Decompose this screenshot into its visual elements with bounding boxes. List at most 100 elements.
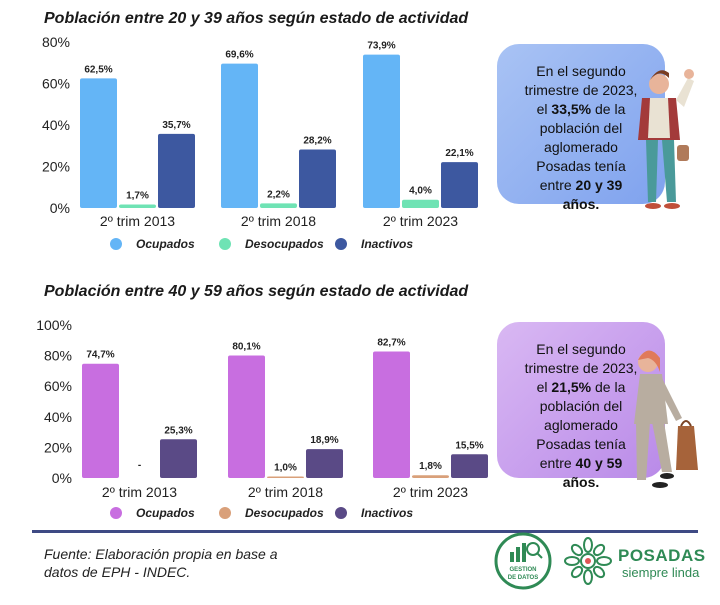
bar-inactivos-1 (299, 149, 336, 208)
callout1-line5: aglomerado (544, 139, 618, 155)
bar-inactivos-1 (306, 449, 343, 478)
callout1-line2: trimestre de 2023, (524, 82, 638, 98)
bar-inactivos-2 (441, 162, 478, 208)
callout-20-39: En el segundo trimestre de 2023, el 33,5… (497, 44, 665, 212)
data-label: 80,1% (232, 341, 260, 352)
legend-label-ocupados: Ocupados (136, 237, 195, 251)
data-label: 4,0% (409, 186, 432, 197)
data-label: 35,7% (162, 120, 190, 131)
bar-ocupados-2 (363, 54, 400, 208)
data-label: 15,5% (455, 440, 483, 451)
y-tick-label: 80% (44, 348, 72, 364)
data-label: 74,7% (86, 350, 114, 361)
y-tick-label: 60% (44, 378, 72, 394)
y-tick-label: 40% (42, 117, 70, 133)
callout1-age-range: 20 y 39 (575, 177, 623, 193)
bar-desocupados-0 (119, 204, 156, 208)
legend-marker-inactivos (335, 507, 347, 519)
data-label: 18,9% (310, 435, 338, 446)
callout1-line8: años. (562, 196, 600, 212)
posadas-logo-subtitle: siempre linda (622, 565, 700, 580)
bar-ocupados-1 (221, 63, 258, 208)
data-label: 28,2% (303, 135, 331, 146)
callout2-percentage: 21,5% (551, 379, 592, 395)
legend-label-inactivos: Inactivos (361, 237, 413, 251)
bar-inactivos-0 (160, 439, 197, 478)
y-tick-label: 100% (36, 317, 72, 333)
y-tick-label: 0% (50, 200, 70, 216)
posadas-logo-title: POSADAS (618, 546, 706, 565)
legend-marker-desocupados (219, 507, 231, 519)
posadas-flower-icon (564, 537, 612, 585)
callout1-line1: En el segundo (536, 63, 626, 79)
data-label: 25,3% (164, 425, 192, 436)
callout1-line7: entre 20 y 39 (539, 177, 623, 193)
callout2-line6: Posadas tenía (536, 436, 626, 452)
bar-ocupados-0 (82, 363, 119, 478)
bar-ocupados-0 (80, 78, 117, 208)
bar-desocupados-1 (267, 476, 304, 478)
data-label: 22,1% (445, 148, 473, 159)
source-line1: Fuente: Elaboración propia en base a (44, 546, 278, 562)
callout2-line1: En el segundo (536, 341, 626, 357)
y-tick-label: 20% (42, 159, 70, 175)
x-category-label: 2º trim 2023 (383, 213, 458, 229)
y-tick-label: 20% (44, 439, 72, 455)
chart1-title: Población entre 20 y 39 años según estad… (44, 10, 469, 27)
callout1-line4: población del (539, 120, 623, 136)
gestion-logo-line1: GESTION (509, 567, 536, 573)
legend-label-desocupados: Desocupados (245, 237, 324, 251)
x-category-label: 2º trim 2018 (241, 213, 316, 229)
legend-label-desocupados: Desocupados (245, 506, 324, 520)
data-label: 73,9% (367, 41, 395, 52)
woman-illustration (634, 350, 698, 488)
footer-divider (32, 530, 698, 533)
legend-marker-desocupados (219, 238, 231, 250)
callout2-line5: aglomerado (544, 417, 618, 433)
callout1-percentage: 33,5% (551, 101, 592, 117)
young-man-illustration (638, 69, 694, 209)
y-tick-label: 60% (42, 76, 70, 92)
bar-desocupados-1 (260, 203, 297, 208)
callout2-line4: población del (539, 398, 623, 414)
bar-inactivos-0 (158, 133, 195, 208)
bar-desocupados-2 (402, 199, 439, 208)
legend-marker-inactivos (335, 238, 347, 250)
gestion-de-datos-logo: GESTION DE DATOS (494, 532, 552, 590)
x-category-label: 2º trim 2013 (100, 213, 175, 229)
callout2-line7: entre 40 y 59 (539, 455, 623, 471)
callout2-line3: el 21,5% de la (536, 379, 626, 395)
bar-desocupados-2 (412, 475, 449, 478)
x-category-label: 2º trim 2018 (248, 484, 323, 500)
bar-ocupados-1 (228, 355, 265, 478)
callout1-line6: Posadas tenía (536, 158, 626, 174)
callout2-line8: años. (562, 474, 600, 490)
callout1-line3: el 33,5% de la (536, 101, 626, 117)
bar-ocupados-2 (373, 351, 410, 478)
x-category-label: 2º trim 2023 (393, 484, 468, 500)
y-tick-label: 40% (44, 409, 72, 425)
callout2-age-range: 40 y 59 (575, 455, 623, 471)
legend-label-inactivos: Inactivos (361, 506, 413, 520)
source-note: Fuente: Elaboración propia en base a dat… (44, 545, 304, 581)
legend-marker-ocupados (110, 238, 122, 250)
x-category-label: 2º trim 2013 (102, 484, 177, 500)
source-line2: datos de EPH - INDEC. (44, 564, 191, 580)
data-label: 82,7% (377, 337, 405, 348)
y-tick-label: 80% (42, 34, 70, 50)
bar-inactivos-2 (451, 454, 488, 478)
data-label: 69,6% (225, 50, 253, 61)
data-label: 1,8% (419, 461, 442, 472)
data-label: 62,5% (84, 64, 112, 75)
data-label: 1,7% (126, 190, 149, 201)
callout2-line2: trimestre de 2023, (524, 360, 638, 376)
data-label: 1,0% (274, 462, 297, 473)
chart2-title: Población entre 40 y 59 años según estad… (44, 283, 469, 300)
legend-label-ocupados: Ocupados (136, 506, 195, 520)
legend-marker-ocupados (110, 507, 122, 519)
data-label: 2,2% (267, 189, 290, 200)
